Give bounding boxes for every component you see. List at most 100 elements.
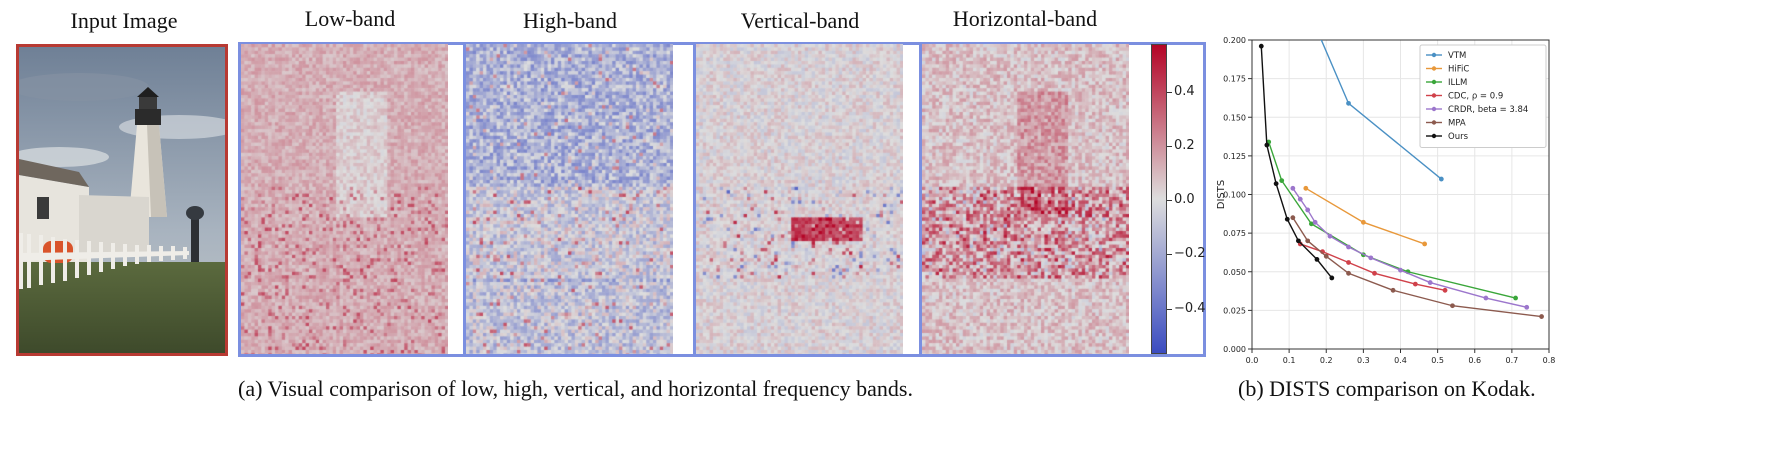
low-band-title: Low-band [304,6,396,31]
data-point [1305,207,1311,213]
data-point [1264,142,1270,148]
y-tick-label: 0.000 [1223,345,1246,354]
legend-marker [1431,79,1437,85]
data-point [1450,303,1455,309]
colorbar-tick-label: −0.2 [1174,246,1206,261]
y-tick-label: 0.050 [1223,268,1246,277]
y-tick-label: 0.175 [1223,75,1246,84]
series-line [1292,187,1527,308]
data-point [1273,181,1279,187]
data-point [1427,280,1433,285]
data-point [1360,219,1366,225]
data-point [1314,256,1320,262]
legend-marker [1431,120,1437,125]
data-point [1438,176,1444,182]
data-point [1312,219,1318,225]
x-tick-label: 0.6 [1468,356,1481,365]
dists-chart: 0.0 0.1 0.2 0.3 0.4 0.5 0.6 0.7 0.8 0.000 0.025 0.0… [1216,36,1556,370]
low-band-heatmap [241,44,448,354]
colorbar-tick [1167,309,1172,310]
legend-entry: MPA [1448,119,1466,129]
data-point [1290,215,1296,221]
legend-marker [1431,66,1437,71]
series-line [1268,141,1516,299]
data-point [1513,295,1518,301]
input-image [16,44,228,356]
caption-b: (b) DISTS comparison on Kodak. [1238,376,1536,401]
high-band-title: High-band [522,8,618,33]
legend-entry: VTM [1448,51,1466,61]
data-point [1483,295,1489,301]
data-point [1297,196,1303,202]
high-band-heatmap [466,44,673,354]
data-point [1303,185,1309,191]
data-point [1309,221,1314,227]
legend-marker [1431,52,1437,58]
x-tick-label: 0.2 [1320,356,1333,365]
band-separator [693,42,696,357]
legend-entry: CDC, ρ = 0.9 [1448,92,1503,102]
x-axis-label: BPP [1391,369,1410,370]
y-tick-label: 0.100 [1223,191,1246,200]
data-point [1346,260,1351,265]
colorbar-tick [1167,200,1172,201]
data-point [1422,241,1428,247]
x-tick-label: 0.0 [1246,356,1259,365]
frequency-bands-frame [238,42,1206,357]
y-tick-label: 0.075 [1223,229,1246,238]
band-separator [919,42,922,357]
x-tick-label: 0.3 [1357,356,1370,365]
legend-entry: ILLM [1448,78,1467,88]
data-point [1296,238,1301,244]
data-point [1539,314,1544,319]
data-point [1398,267,1403,273]
y-axis-label: DISTS [1216,180,1227,209]
data-point [1346,270,1351,276]
colorbar-tick-label: 0.4 [1174,84,1195,99]
colorbar-tick [1167,146,1172,147]
data-point [1305,238,1311,244]
horizontal-band-heatmap [922,44,1129,354]
data-point [1390,287,1396,293]
legend-marker [1431,106,1437,112]
y-tick-label: 0.025 [1223,306,1246,315]
x-tick-label: 0.8 [1543,356,1556,365]
data-point [1329,275,1335,281]
vertical-band-heatmap [696,44,903,354]
x-tick-label: 0.1 [1283,356,1296,365]
data-point [1290,185,1296,191]
data-point [1372,270,1377,276]
colorbar-tick-label: −0.4 [1174,301,1206,316]
data-point [1258,43,1264,49]
plot-frame [1251,39,1550,350]
data-point [1412,281,1418,287]
data-point [1284,216,1290,222]
x-tick-label: 0.7 [1506,356,1519,365]
data-point [1346,244,1351,250]
data-point [1524,304,1530,310]
colorbar-tick [1167,254,1172,255]
y-tick-label: 0.125 [1223,152,1246,161]
colorbar [1151,44,1167,354]
colorbar-tick [1167,92,1172,93]
series-line [1305,187,1425,245]
y-tick-label: 0.200 [1223,36,1246,45]
band-separator [463,42,466,357]
x-tick-label: 0.4 [1394,356,1407,365]
legend-entry: HiFiC [1448,65,1469,75]
y-tick-label: 0.150 [1223,113,1246,122]
legend-entry: CRDR, beta = 3.84 [1448,105,1528,115]
legend-entry: Ours [1448,132,1469,142]
vertical-band-title: Vertical-band [740,8,860,33]
legend-box [1419,44,1547,148]
data-point [1323,253,1329,259]
legend-marker [1431,93,1437,98]
legend-marker [1431,133,1437,139]
horizontal-band-title: Horizontal-band [952,6,1098,31]
caption-a: (a) Visual comparison of low, high, vert… [238,376,913,401]
data-point [1327,233,1333,239]
input-image-title: Input Image [70,8,178,33]
colorbar-tick-label: 0.2 [1174,138,1195,153]
data-point [1346,100,1351,106]
data-point [1368,255,1374,261]
